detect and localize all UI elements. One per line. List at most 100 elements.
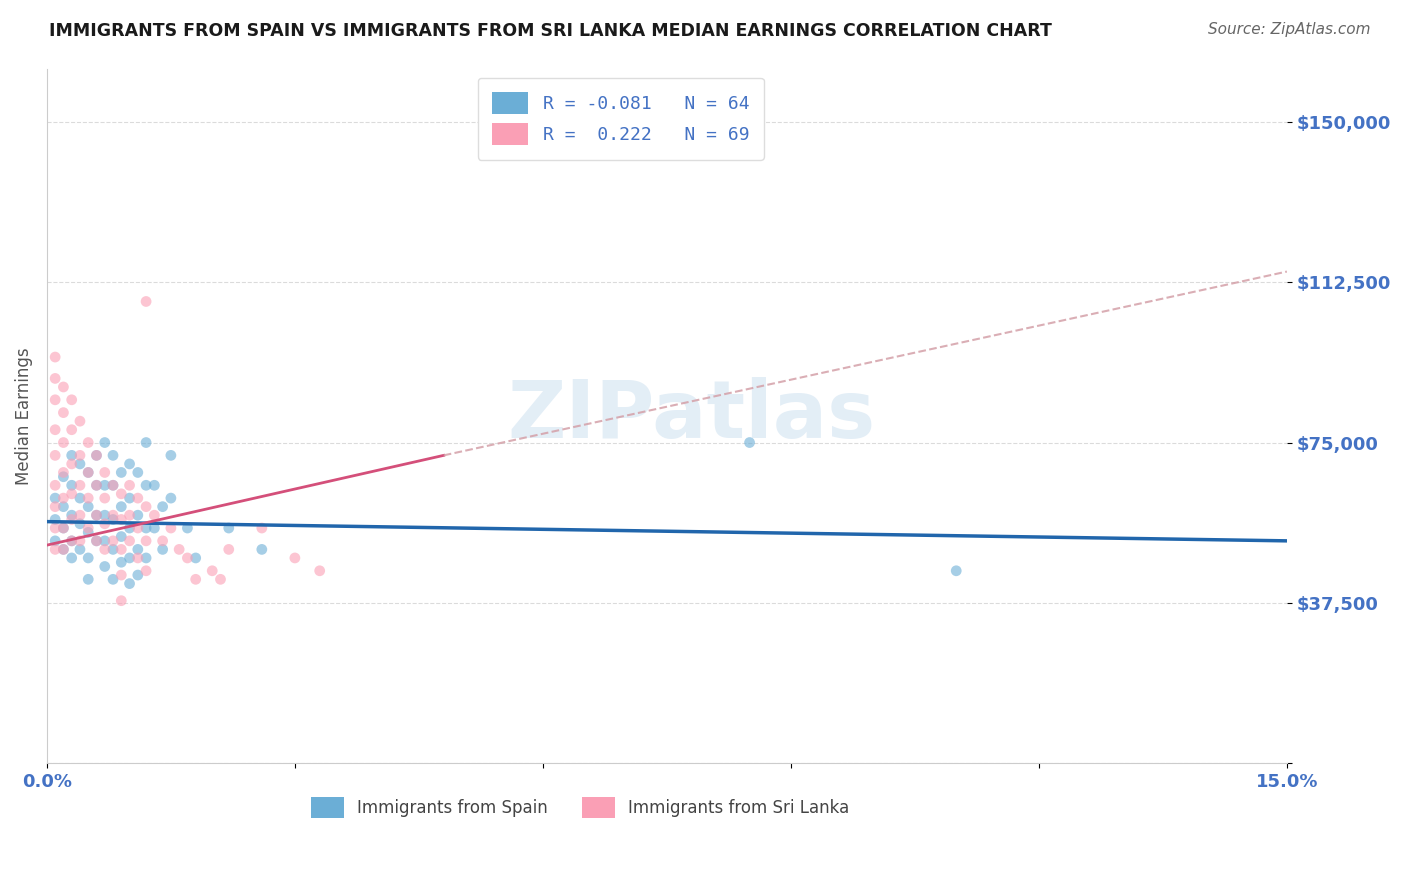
Point — [127, 466, 149, 480]
Point — [52, 469, 75, 483]
Point — [44, 371, 66, 385]
Point — [52, 380, 75, 394]
Point — [86, 508, 108, 523]
Point — [135, 294, 157, 309]
Point — [52, 406, 75, 420]
Point — [101, 448, 124, 462]
Point — [101, 542, 124, 557]
Point — [52, 466, 75, 480]
Point — [101, 533, 124, 548]
Point — [94, 516, 117, 531]
Point — [152, 533, 174, 548]
Point — [101, 512, 124, 526]
Point — [110, 512, 132, 526]
Point — [86, 533, 108, 548]
Point — [127, 508, 149, 523]
Point — [77, 551, 100, 566]
Point — [52, 542, 75, 557]
Point — [44, 491, 66, 505]
Point — [44, 448, 66, 462]
Point — [218, 542, 240, 557]
Point — [52, 542, 75, 557]
Point — [101, 508, 124, 523]
Point — [160, 491, 183, 505]
Point — [44, 478, 66, 492]
Point — [52, 491, 75, 505]
Point — [60, 533, 83, 548]
Point — [184, 572, 207, 586]
Point — [118, 491, 141, 505]
Point — [69, 516, 91, 531]
Point — [250, 542, 273, 557]
Point — [118, 551, 141, 566]
Point — [127, 542, 149, 557]
Point — [110, 593, 132, 607]
Point — [94, 508, 117, 523]
Point — [135, 564, 157, 578]
Y-axis label: Median Earnings: Median Earnings — [15, 347, 32, 484]
Point — [284, 551, 307, 566]
Point — [118, 576, 141, 591]
Point — [127, 491, 149, 505]
Point — [94, 478, 117, 492]
Point — [110, 555, 132, 569]
Point — [101, 478, 124, 492]
Point — [118, 508, 141, 523]
Point — [44, 542, 66, 557]
Point — [118, 533, 141, 548]
Point — [160, 521, 183, 535]
Point — [86, 533, 108, 548]
Point — [167, 542, 190, 557]
Point — [110, 500, 132, 514]
Point — [86, 508, 108, 523]
Point — [110, 487, 132, 501]
Point — [135, 435, 157, 450]
Point — [60, 478, 83, 492]
Point — [60, 533, 83, 548]
Point — [77, 466, 100, 480]
Point — [127, 551, 149, 566]
Text: Source: ZipAtlas.com: Source: ZipAtlas.com — [1208, 22, 1371, 37]
Point — [69, 457, 91, 471]
Point — [738, 435, 761, 450]
Point — [86, 478, 108, 492]
Point — [44, 533, 66, 548]
Point — [118, 521, 141, 535]
Point — [52, 521, 75, 535]
Point — [110, 542, 132, 557]
Point — [69, 478, 91, 492]
Point — [218, 521, 240, 535]
Point — [143, 521, 166, 535]
Point — [945, 564, 967, 578]
Point — [209, 572, 232, 586]
Point — [69, 414, 91, 428]
Point — [127, 568, 149, 582]
Point — [69, 533, 91, 548]
Point — [143, 508, 166, 523]
Point — [86, 448, 108, 462]
Point — [60, 508, 83, 523]
Point — [101, 478, 124, 492]
Point — [176, 521, 198, 535]
Point — [44, 423, 66, 437]
Text: IMMIGRANTS FROM SPAIN VS IMMIGRANTS FROM SRI LANKA MEDIAN EARNINGS CORRELATION C: IMMIGRANTS FROM SPAIN VS IMMIGRANTS FROM… — [49, 22, 1052, 40]
Point — [201, 564, 224, 578]
Point — [127, 521, 149, 535]
Point — [77, 525, 100, 540]
Point — [77, 500, 100, 514]
Point — [118, 457, 141, 471]
Text: ZIPatlas: ZIPatlas — [508, 376, 876, 455]
Point — [52, 435, 75, 450]
Point — [44, 500, 66, 514]
Point — [60, 392, 83, 407]
Point — [69, 542, 91, 557]
Point — [94, 542, 117, 557]
Point — [135, 521, 157, 535]
Point — [135, 478, 157, 492]
Point — [44, 521, 66, 535]
Point — [60, 487, 83, 501]
Point — [69, 491, 91, 505]
Point — [52, 521, 75, 535]
Point — [160, 448, 183, 462]
Point — [135, 500, 157, 514]
